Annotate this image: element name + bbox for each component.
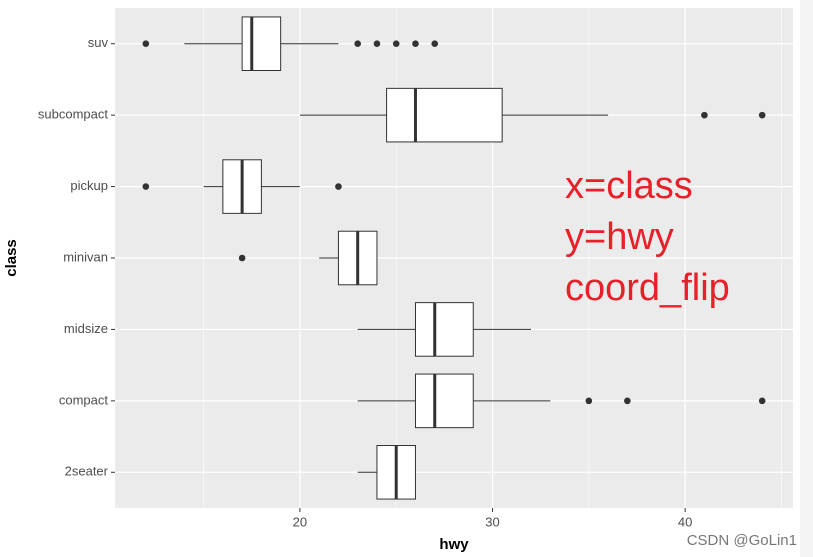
outlier <box>392 40 400 48</box>
outlier <box>238 254 246 262</box>
outlier <box>701 111 708 119</box>
annotation: y=hwy <box>565 216 674 258</box>
y-tick-label: subcompact <box>38 107 108 122</box>
outlier <box>412 40 419 48</box>
outlier <box>431 40 439 48</box>
y-tick-label: suv <box>88 35 109 50</box>
outlier <box>354 40 361 48</box>
annotation: x=class <box>565 165 693 207</box>
y-tick-label: pickup <box>70 178 108 193</box>
y-tick-label: 2seater <box>65 464 109 479</box>
x-tick-label: 20 <box>293 514 307 529</box>
watermark: CSDN @GoLin1 <box>687 532 797 549</box>
annotation: coord_flip <box>565 267 730 309</box>
outlier <box>758 397 766 405</box>
y-axis-title: class <box>3 239 20 277</box>
outlier <box>142 40 150 48</box>
outlier <box>624 397 631 405</box>
box <box>414 302 474 357</box>
box <box>386 87 503 143</box>
x-axis-title: hwy <box>439 536 469 553</box>
y-tick-label: midsize <box>64 321 108 336</box>
x-tick-label: 30 <box>485 514 499 529</box>
outlier <box>585 397 593 405</box>
scrollbar <box>800 0 813 557</box>
outlier <box>142 183 150 190</box>
outlier <box>758 111 766 119</box>
box <box>414 373 474 429</box>
outlier <box>373 40 381 48</box>
box <box>241 16 282 72</box>
y-tick-label: minivan <box>63 249 108 264</box>
y-tick-label: compact <box>59 392 109 407</box>
outlier <box>335 183 342 190</box>
x-tick-label: 40 <box>678 514 692 529</box>
